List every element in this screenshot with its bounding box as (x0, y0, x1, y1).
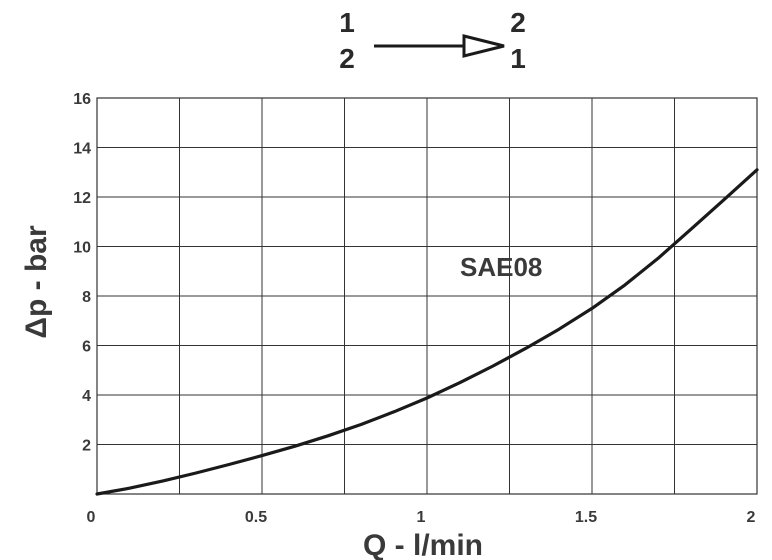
y-tick-label: 6 (82, 339, 91, 356)
flow-from-top: 1 (339, 7, 355, 38)
x-tick-labels: 0 0.5 1 1.5 2 (87, 509, 756, 526)
y-tick-labels: 2 4 6 8 10 12 14 16 (73, 91, 91, 455)
y-tick-label: 8 (82, 289, 91, 306)
y-tick-label: 4 (82, 388, 91, 405)
flow-direction-indicator: 1 2 2 1 (339, 7, 526, 74)
x-tick-label: 2 (747, 509, 756, 526)
plot-frame (96, 97, 758, 495)
y-tick-label: 2 (82, 438, 91, 455)
flow-from-bottom: 2 (339, 43, 355, 74)
flow-to-top: 2 (510, 7, 526, 38)
y-tick-label: 10 (73, 240, 91, 257)
x-tick-label: 1 (417, 509, 426, 526)
x-tick-label: 0 (87, 509, 96, 526)
x-axis-label: Q - l/min (363, 529, 483, 560)
series-label: SAE08 (460, 252, 542, 282)
y-tick-label: 16 (73, 91, 91, 108)
flow-arrow-head-icon (462, 34, 505, 58)
y-tick-label: 14 (73, 141, 91, 158)
flow-to-bottom: 1 (510, 43, 526, 74)
x-tick-label: 1.5 (575, 509, 597, 526)
grid (97, 98, 757, 494)
x-tick-label: 0.5 (245, 509, 267, 526)
y-axis-label: Δp - bar (20, 225, 53, 339)
series-line-sae08 (95, 168, 759, 496)
y-tick-label: 12 (73, 190, 91, 207)
